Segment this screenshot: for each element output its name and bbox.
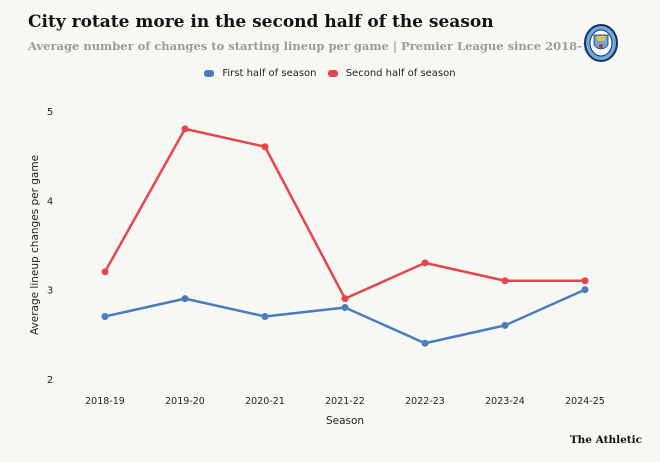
legend-label: First half of season — [222, 68, 317, 79]
data-point — [421, 339, 429, 347]
data-point — [501, 321, 509, 329]
data-point — [101, 312, 109, 320]
data-point — [421, 259, 429, 267]
y-axis-label: Average lineup changes per game — [29, 155, 41, 335]
series-line-second-half — [103, 127, 585, 300]
x-tick-label: 2018-19 — [85, 396, 125, 407]
x-tick-label: 2024-25 — [565, 396, 605, 407]
data-point — [501, 277, 509, 285]
legend-swatch — [204, 70, 215, 77]
legend-swatch — [327, 70, 338, 77]
y-tick-label: 4 — [47, 196, 53, 207]
chart-title: City rotate more in the second half of t… — [28, 12, 494, 32]
brand-logo: The Athletic — [569, 434, 642, 446]
y-tick-label: 3 — [47, 286, 53, 297]
data-point — [341, 304, 349, 312]
data-point — [101, 268, 109, 276]
data-point — [261, 143, 269, 151]
x-tick-label: 2022-23 — [405, 396, 445, 407]
legend-label: Second half of season — [345, 68, 456, 79]
x-tick-label: 2019-20 — [165, 396, 205, 407]
x-tick-label: 2020-21 — [245, 396, 285, 407]
legend: First half of season Second half of seas… — [0, 68, 660, 80]
chart-subtitle: Average number of changes to starting li… — [28, 39, 598, 53]
x-tick-label: 2021-22 — [325, 396, 365, 407]
legend-item-first-half: First half of season — [204, 68, 317, 79]
data-point — [181, 295, 189, 303]
data-point — [261, 312, 269, 320]
data-point — [581, 286, 589, 294]
data-point — [341, 295, 349, 303]
y-tick-label: 2 — [47, 375, 53, 386]
x-tick-label: 2023-24 — [485, 396, 525, 407]
data-point — [581, 277, 589, 285]
club-crest-logo — [584, 24, 618, 62]
data-point — [181, 125, 189, 133]
y-tick-label: 5 — [47, 107, 53, 118]
x-axis-label: Season — [326, 415, 364, 427]
legend-item-second-half: Second half of season — [327, 68, 456, 79]
